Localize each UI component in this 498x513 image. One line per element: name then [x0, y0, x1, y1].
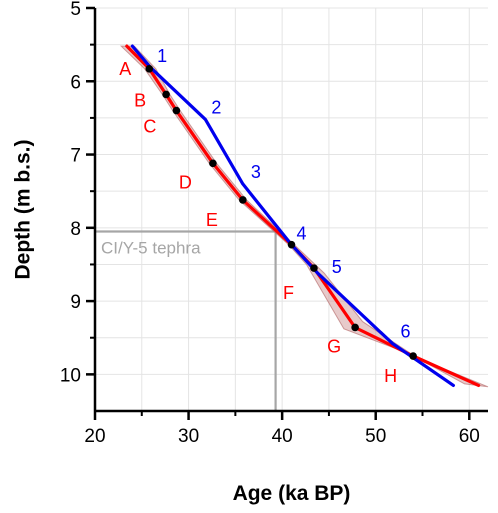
label-blue-1: 1 [157, 46, 167, 66]
label-red-E: E [206, 210, 218, 230]
data-point-marker [145, 65, 154, 73]
y-tick-label: 7 [70, 146, 81, 167]
axes: 5 6 7 8 9 10 20 30 40 50 60 [60, 0, 488, 447]
data-point-marker [209, 159, 217, 168]
label-blue-3: 3 [251, 162, 261, 182]
data-point-marker [239, 196, 247, 204]
x-tick-label: 20 [84, 426, 105, 447]
tephra-annotation: CI/Y-5 tephra [95, 230, 277, 411]
label-red-F: F [283, 283, 294, 303]
label-blue-6: 6 [401, 322, 411, 342]
label-blue-2: 2 [211, 97, 221, 117]
y-tick-label: 9 [70, 292, 81, 313]
label-red-A: A [119, 59, 131, 79]
label-red-G: G [327, 336, 341, 356]
y-tick-label: 10 [60, 365, 81, 386]
x-tick-label: 30 [178, 426, 199, 447]
y-tick-label: 5 [70, 0, 81, 20]
y-tick-label: 8 [70, 219, 81, 240]
x-tick-label: 60 [459, 426, 480, 447]
tephra-label: CI/Y-5 tephra [101, 238, 201, 257]
x-axis-title: Age (ka BP) [233, 482, 351, 505]
series-line-blue [130, 44, 455, 387]
marker-layer [145, 65, 417, 360]
label-red-C: C [143, 117, 156, 137]
data-point-marker [287, 240, 296, 249]
x-tick-label: 40 [272, 426, 293, 447]
uncertainty-band [119, 45, 489, 388]
data-point-marker [310, 264, 318, 272]
label-blue-5: 5 [332, 257, 342, 277]
label-blue-4: 4 [297, 224, 307, 244]
x-tick-label: 50 [365, 426, 386, 447]
data-point-marker [162, 90, 170, 99]
data-point-marker [409, 352, 417, 360]
point-label-layer: 1 2 3 4 5 6 ABC DE F G H [119, 46, 410, 386]
y-tick-label: 6 [70, 72, 81, 93]
data-point-marker [172, 106, 181, 115]
data-point-marker [351, 323, 359, 332]
grid [94, 7, 488, 412]
series-layer [125, 44, 481, 387]
label-red-D: D [179, 172, 192, 192]
uncertainty-band-layer [119, 45, 489, 388]
label-red-B: B [134, 90, 146, 110]
label-red-H: H [384, 366, 397, 386]
y-axis-title: Depth (m b.s.) [11, 140, 34, 280]
